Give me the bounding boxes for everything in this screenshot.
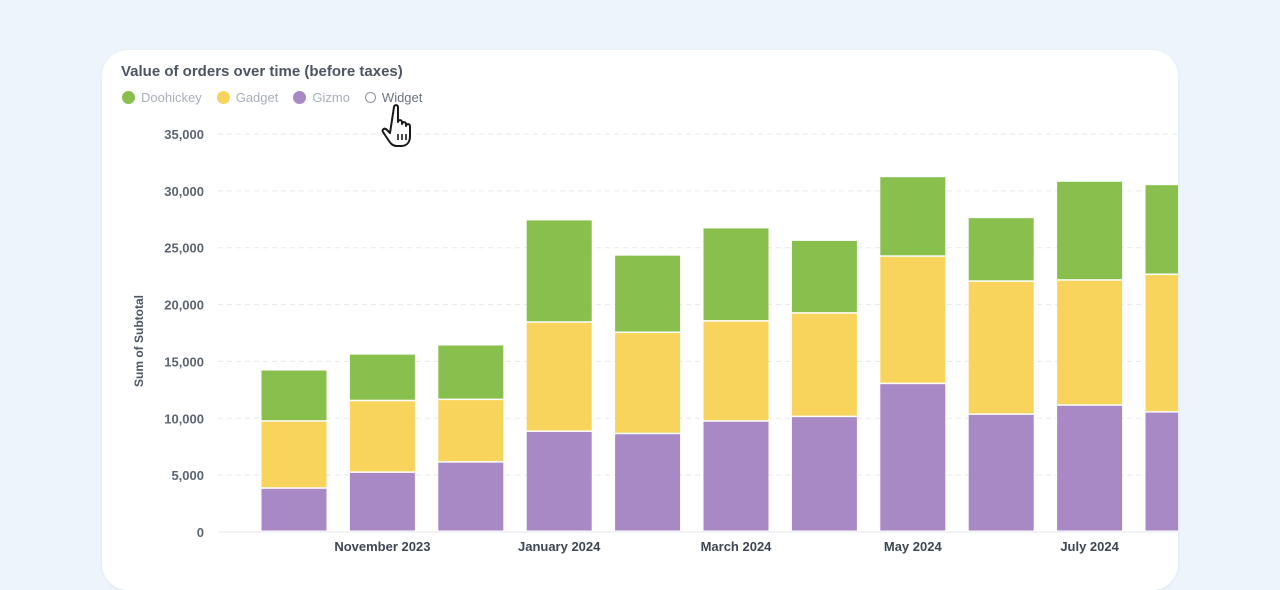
x-tick-label: November 2023 [334,539,430,554]
legend-label: Widget [381,90,423,105]
bar-segment-doohickey[interactable] [1145,185,1179,274]
bar-segment-gadget[interactable] [1145,275,1179,412]
bar-segment-doohickey[interactable] [703,228,769,321]
legend-label: Gizmo [312,90,350,105]
x-tick-label: July 2024 [1060,539,1119,554]
bar-segment-gizmo[interactable] [349,472,415,531]
bar-stack[interactable] [438,345,504,531]
grid-lines [218,133,1178,533]
bar-segment-doohickey[interactable] [526,220,592,322]
legend-dot-icon [216,91,230,104]
bar-segment-gizmo[interactable] [703,421,769,531]
x-axis-ticks: November 2023 January 2024 March 2024 May 2… [334,539,1119,554]
y-tick-label: 30,000 [164,184,204,199]
bar-stack[interactable] [1057,181,1123,531]
bar-segment-doohickey[interactable] [349,354,415,400]
legend-item-gizmo[interactable]: Gizmo [293,90,350,105]
bar-segment-doohickey[interactable] [615,255,681,332]
bar-segment-doohickey[interactable] [261,370,327,421]
bar-stack[interactable] [791,240,857,531]
x-tick-label: March 2024 [701,539,773,554]
bar-segment-doohickey[interactable] [880,177,946,256]
bar-segment-gadget[interactable] [880,256,946,383]
bar-segment-gizmo[interactable] [261,488,327,531]
bar-stack[interactable] [615,255,681,531]
bar-stack[interactable] [1145,185,1179,531]
bar-segment-gizmo[interactable] [880,384,946,531]
bar-segment-gadget[interactable] [438,400,504,462]
bar-segment-gadget[interactable] [615,333,681,433]
bar-segment-gadget[interactable] [1057,280,1123,405]
bar-segment-gizmo[interactable] [1145,412,1179,531]
x-tick-label: May 2024 [884,539,943,554]
y-tick-label: 0 [197,525,204,540]
bar-segment-gizmo[interactable] [791,417,857,531]
bar-segment-gadget[interactable] [703,321,769,421]
bar-segment-gadget[interactable] [791,313,857,416]
chart-title: Value of orders over time (before taxes) [121,63,403,80]
bar-segment-gadget[interactable] [261,421,327,488]
legend-label: Doohickey [141,90,202,105]
legend-item-doohickey[interactable]: Doohickey [122,90,202,105]
bar-segment-gadget[interactable] [968,281,1034,414]
legend-dot-icon [364,92,376,103]
y-axis-label: Sum of Subtotal [132,295,146,387]
bar-segment-doohickey[interactable] [1057,181,1123,280]
bar-segment-gadget[interactable] [526,322,592,431]
legend-label: Gadget [235,90,279,105]
chart-card: Value of orders over time (before taxes)… [102,50,1178,590]
bar-stack[interactable] [526,220,592,531]
legend-dot-icon [122,91,135,104]
bar-segment-doohickey[interactable] [791,240,857,313]
y-tick-label: 20,000 [164,298,204,313]
legend-item-gadget[interactable]: Gadget [216,90,279,105]
bar-segment-gadget[interactable] [349,401,415,472]
bar-segment-doohickey[interactable] [968,218,1034,281]
y-tick-label: 5,000 [171,468,204,483]
bars [261,177,1179,531]
bar-stack[interactable] [880,177,946,531]
legend-item-widget[interactable]: Widget [364,90,423,105]
stacked-bar-chart: 0 5,000 10,000 15,000 20,000 25,000 30,000 35,0… [132,127,1179,554]
y-tick-label: 25,000 [164,241,204,256]
chart-legend: Doohickey Gadget Gizmo Widget [122,90,422,105]
y-axis-ticks: 0 5,000 10,000 15,000 20,000 25,000 30,000 35,0… [164,127,204,540]
bar-segment-doohickey[interactable] [438,345,504,399]
bar-stack[interactable] [261,370,327,531]
bar-stack[interactable] [968,218,1034,531]
y-tick-label: 10,000 [164,411,204,426]
bar-stack[interactable] [349,354,415,531]
bar-segment-gizmo[interactable] [438,462,504,531]
bar-segment-gizmo[interactable] [615,434,681,531]
bar-segment-gizmo[interactable] [968,414,1034,531]
y-tick-label: 15,000 [164,354,204,369]
bar-segment-gizmo[interactable] [1057,405,1123,531]
bar-stack[interactable] [703,228,769,531]
x-tick-label: January 2024 [518,539,601,554]
bar-segment-gizmo[interactable] [526,431,592,531]
legend-dot-icon [293,91,307,104]
y-tick-label: 35,000 [164,127,204,142]
